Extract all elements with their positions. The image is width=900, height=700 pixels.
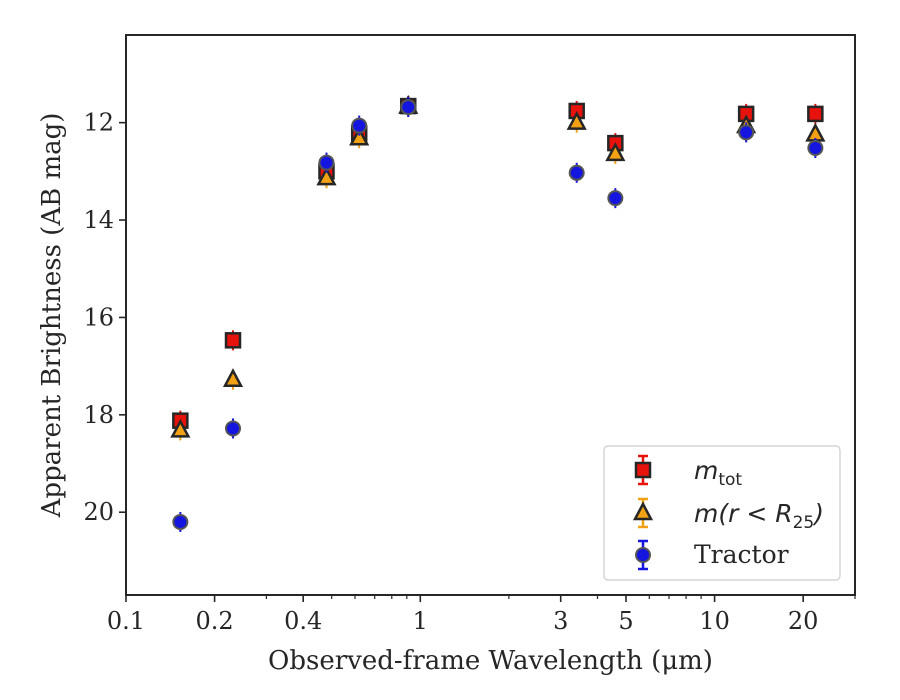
legend-label-tractor: Tractor xyxy=(694,540,789,569)
data-markers xyxy=(170,94,826,532)
point-mr25 xyxy=(566,110,587,130)
series-mr25 xyxy=(170,94,826,441)
x-tick-label: 5 xyxy=(618,607,633,635)
point-tractor xyxy=(738,124,755,141)
series-mtot xyxy=(172,96,824,431)
legend-label-mr25-tail: ) xyxy=(812,499,824,528)
point-mtot xyxy=(224,332,242,349)
point-mr25 xyxy=(316,166,337,186)
plot-area-frame xyxy=(125,34,856,596)
legend-handle-mr25 xyxy=(632,497,654,529)
legend-handle-mtot xyxy=(634,454,652,486)
x-axis-label: Observed-frame Wavelength (μm) xyxy=(268,646,713,676)
point-mr25 xyxy=(170,418,191,438)
point-tractor xyxy=(400,99,417,116)
legend-marker-mtot xyxy=(634,461,652,479)
point-tractor xyxy=(807,139,824,156)
legend-label-mr25-sub: 25 xyxy=(793,513,815,533)
legend-marker-tractor xyxy=(635,547,651,563)
y-tick-label: 18 xyxy=(83,401,114,429)
point-tractor xyxy=(172,513,189,530)
y-tick-label: 12 xyxy=(83,109,114,137)
legend-box xyxy=(603,445,841,581)
x-tick-label: 10 xyxy=(699,607,730,635)
legend-marker-mr25 xyxy=(632,501,654,521)
x-tick-label: 0.2 xyxy=(196,607,234,635)
tick-labels: 0.1 0.2 0.4 1 3 5 10 20 12 14 16 18 20 xyxy=(83,109,818,635)
series-tractor xyxy=(172,97,824,532)
legend-handles xyxy=(632,454,654,571)
legend-label-mr25-main: m(r < R xyxy=(694,499,793,528)
point-mr25 xyxy=(222,368,244,388)
point-mr25 xyxy=(605,142,626,162)
legend: mtot m(r < R25) Tractor xyxy=(603,445,841,581)
legend-handle-tractor xyxy=(635,539,651,571)
legend-label-mtot-sub: tot xyxy=(718,470,742,490)
point-tractor xyxy=(568,164,585,181)
x-tick-label: 1 xyxy=(413,607,428,635)
legend-label-mr25: m(r < R25) xyxy=(694,499,824,533)
x-tick-label: 0.4 xyxy=(284,607,322,635)
point-mr25 xyxy=(349,126,370,146)
point-tractor xyxy=(351,117,368,134)
x-tick-label: 0.1 xyxy=(107,607,145,635)
x-tick-label: 20 xyxy=(788,607,819,635)
legend-label-mtot: mtot xyxy=(694,456,742,490)
y-tick-label: 16 xyxy=(83,303,114,331)
y-tick-label: 20 xyxy=(83,498,114,526)
point-tractor xyxy=(607,190,624,207)
point-tractor xyxy=(225,420,242,437)
point-mtot xyxy=(807,105,824,123)
major-ticks xyxy=(119,121,804,602)
legend-label-mtot-main: m xyxy=(694,456,718,485)
y-axis-label: Apparent Brightness (AB mag) xyxy=(37,113,67,519)
x-tick-label: 3 xyxy=(553,607,568,635)
y-tick-label: 14 xyxy=(83,206,114,234)
point-tractor xyxy=(318,154,335,171)
